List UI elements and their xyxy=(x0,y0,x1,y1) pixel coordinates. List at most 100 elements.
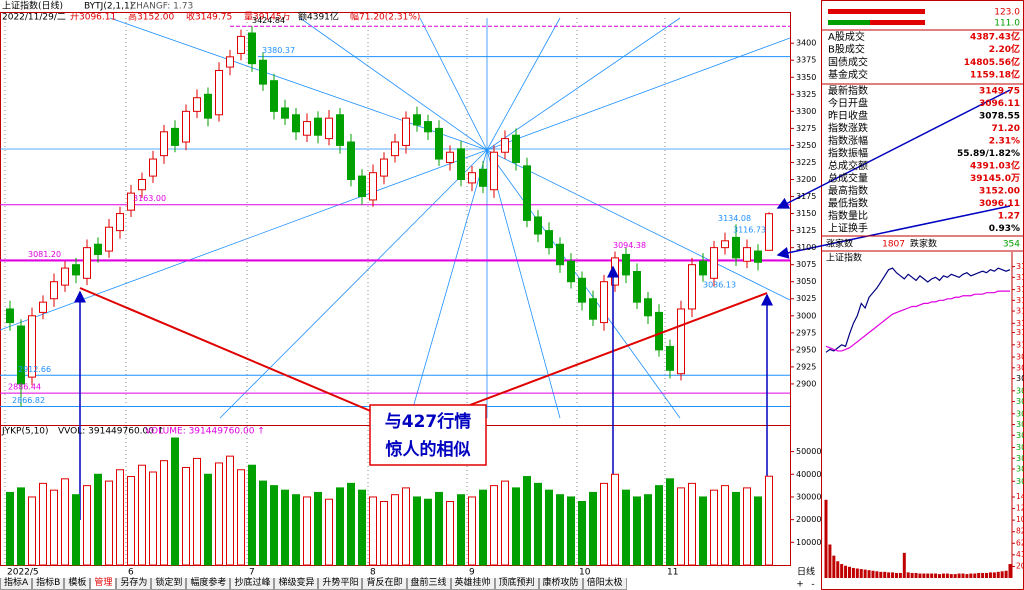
breadth-label: 涨家数 xyxy=(826,238,853,250)
level-label: 3134.08 xyxy=(718,214,751,223)
y-tick-label: 20000 xyxy=(796,515,821,524)
y-tick-label: 3027 xyxy=(1016,454,1024,463)
candle-body xyxy=(743,247,751,262)
tab[interactable]: 指标B xyxy=(32,578,65,590)
volume-bar xyxy=(17,487,25,566)
intraday-volume-bar xyxy=(875,571,879,578)
volume-bar xyxy=(721,485,729,566)
quote-value: 4387.43亿 xyxy=(970,31,1020,43)
fan-line xyxy=(419,17,488,151)
intraday-title: 上证指数 xyxy=(826,252,862,264)
level-label: 3424.84 xyxy=(252,16,285,25)
volume-bar xyxy=(512,487,520,566)
tab[interactable]: 顶底预判 xyxy=(494,578,539,590)
y-tick-label: 3075 xyxy=(796,260,816,269)
quote-label: 国债成交 xyxy=(828,55,868,68)
zoom-in[interactable]: + xyxy=(796,580,804,590)
breadth-value: 354 xyxy=(1003,240,1020,250)
tab[interactable]: 升势平阳 xyxy=(318,578,363,590)
zoom-out[interactable]: - xyxy=(811,580,814,590)
volume-bar xyxy=(237,469,245,566)
tab[interactable]: 锁定到 xyxy=(151,578,187,590)
y-tick-label: 3115 xyxy=(1016,319,1024,328)
tab[interactable]: 盘前三线 xyxy=(406,578,451,590)
intraday-volume-bar xyxy=(894,572,898,578)
volume-bar xyxy=(644,494,652,566)
quote-label: 指数量比 xyxy=(828,209,868,222)
intraday-volume-bar xyxy=(879,571,883,578)
quote-value: 3152.00 xyxy=(979,187,1020,197)
callout-box xyxy=(369,404,487,466)
quote-info: 2022/11/29/二 xyxy=(2,13,66,23)
y-tick-label: 3042 xyxy=(1016,431,1024,440)
tab[interactable]: 管理 xyxy=(90,578,117,590)
y-tick-label: 3150 xyxy=(796,209,816,218)
tab[interactable]: 梯级变异 xyxy=(274,578,319,590)
candle-body xyxy=(677,308,685,375)
quote-label: 最高指数 xyxy=(828,184,868,197)
intraday-volume-bar xyxy=(973,573,977,578)
y-tick-label: 103.6万 xyxy=(1016,515,1024,524)
tab[interactable]: 抄底过峰 xyxy=(230,578,275,590)
x-tick-label: 2022/5 xyxy=(7,568,39,578)
tab[interactable]: 英雄挂帅 xyxy=(450,578,495,590)
volume-bar xyxy=(655,485,663,566)
volume-bar xyxy=(182,466,190,566)
volume-bar xyxy=(303,496,311,566)
candle-body xyxy=(754,250,762,263)
tab[interactable]: 模板 xyxy=(64,578,91,590)
tab[interactable]: 另存为 xyxy=(116,578,152,590)
volume-bar xyxy=(677,487,685,566)
intraday-volume-bar xyxy=(851,567,855,578)
y-tick-label: 3325 xyxy=(796,90,816,99)
quote-info: 开3096.11 xyxy=(70,12,116,23)
candle-body xyxy=(138,178,146,191)
candle-body xyxy=(490,151,498,191)
candle-body xyxy=(336,114,344,146)
y-tick-label: 3225 xyxy=(796,158,816,167)
intraday-volume-bar xyxy=(883,571,887,578)
intraday-volume-bar xyxy=(1008,564,1012,578)
candle-body xyxy=(479,168,487,187)
x-tick-label: 8 xyxy=(370,568,376,578)
volume-subtitle: VOLUME: 391449760.00 ↑ xyxy=(145,427,265,437)
candle-body xyxy=(149,158,157,177)
trend-line xyxy=(469,292,768,406)
candle-body xyxy=(545,230,553,249)
tab[interactable]: 幅度参考 xyxy=(186,578,231,590)
quote-value: 2.20亿 xyxy=(989,43,1020,55)
candle-body xyxy=(358,175,366,198)
quote-label: 昨日收盘 xyxy=(828,109,868,122)
candle-body xyxy=(160,131,168,157)
volume-bar xyxy=(578,501,586,566)
tab[interactable]: 倍阳太极 xyxy=(582,578,627,590)
volume-bar xyxy=(193,457,201,566)
y-tick-label: 3101 xyxy=(1016,340,1024,349)
toolbar: 指标A 指标B 模板 管理 另存为 锁定到 幅度参考 抄底过峰 梯级变异 升势平阳 背反在即 盘前三线… xyxy=(0,578,627,590)
candle-body xyxy=(50,281,58,300)
tab[interactable]: 背反在即 xyxy=(362,578,407,590)
tab[interactable]: 指标A xyxy=(0,578,33,590)
candle-body xyxy=(369,172,377,201)
level-label: 3081.20 xyxy=(28,250,61,259)
y-tick-label: 2950 xyxy=(796,345,816,354)
tab[interactable]: 康桥攻防 xyxy=(538,578,583,590)
y-tick-label: 3175 xyxy=(796,192,816,201)
y-tick-label: 3137 xyxy=(1016,285,1024,294)
quote-info: 额4391亿 xyxy=(298,11,339,23)
candle-body xyxy=(193,97,201,112)
y-tick-label: 3064 xyxy=(1016,397,1024,406)
volume-bar xyxy=(446,501,454,566)
volume-bar xyxy=(743,487,751,566)
candle-body xyxy=(259,59,267,85)
candle-body xyxy=(105,226,113,252)
y-tick-label: 3100 xyxy=(796,243,816,252)
intraday-volume-bar xyxy=(891,572,895,578)
quote-label: 最低指数 xyxy=(828,197,868,210)
volume-bar xyxy=(204,473,212,566)
callout-text: 惊人的相似 xyxy=(386,439,471,460)
volume-bar xyxy=(127,476,135,566)
volume-bar xyxy=(611,473,619,566)
volume-bar xyxy=(61,478,69,566)
quote-label: 总成交量 xyxy=(828,172,868,185)
